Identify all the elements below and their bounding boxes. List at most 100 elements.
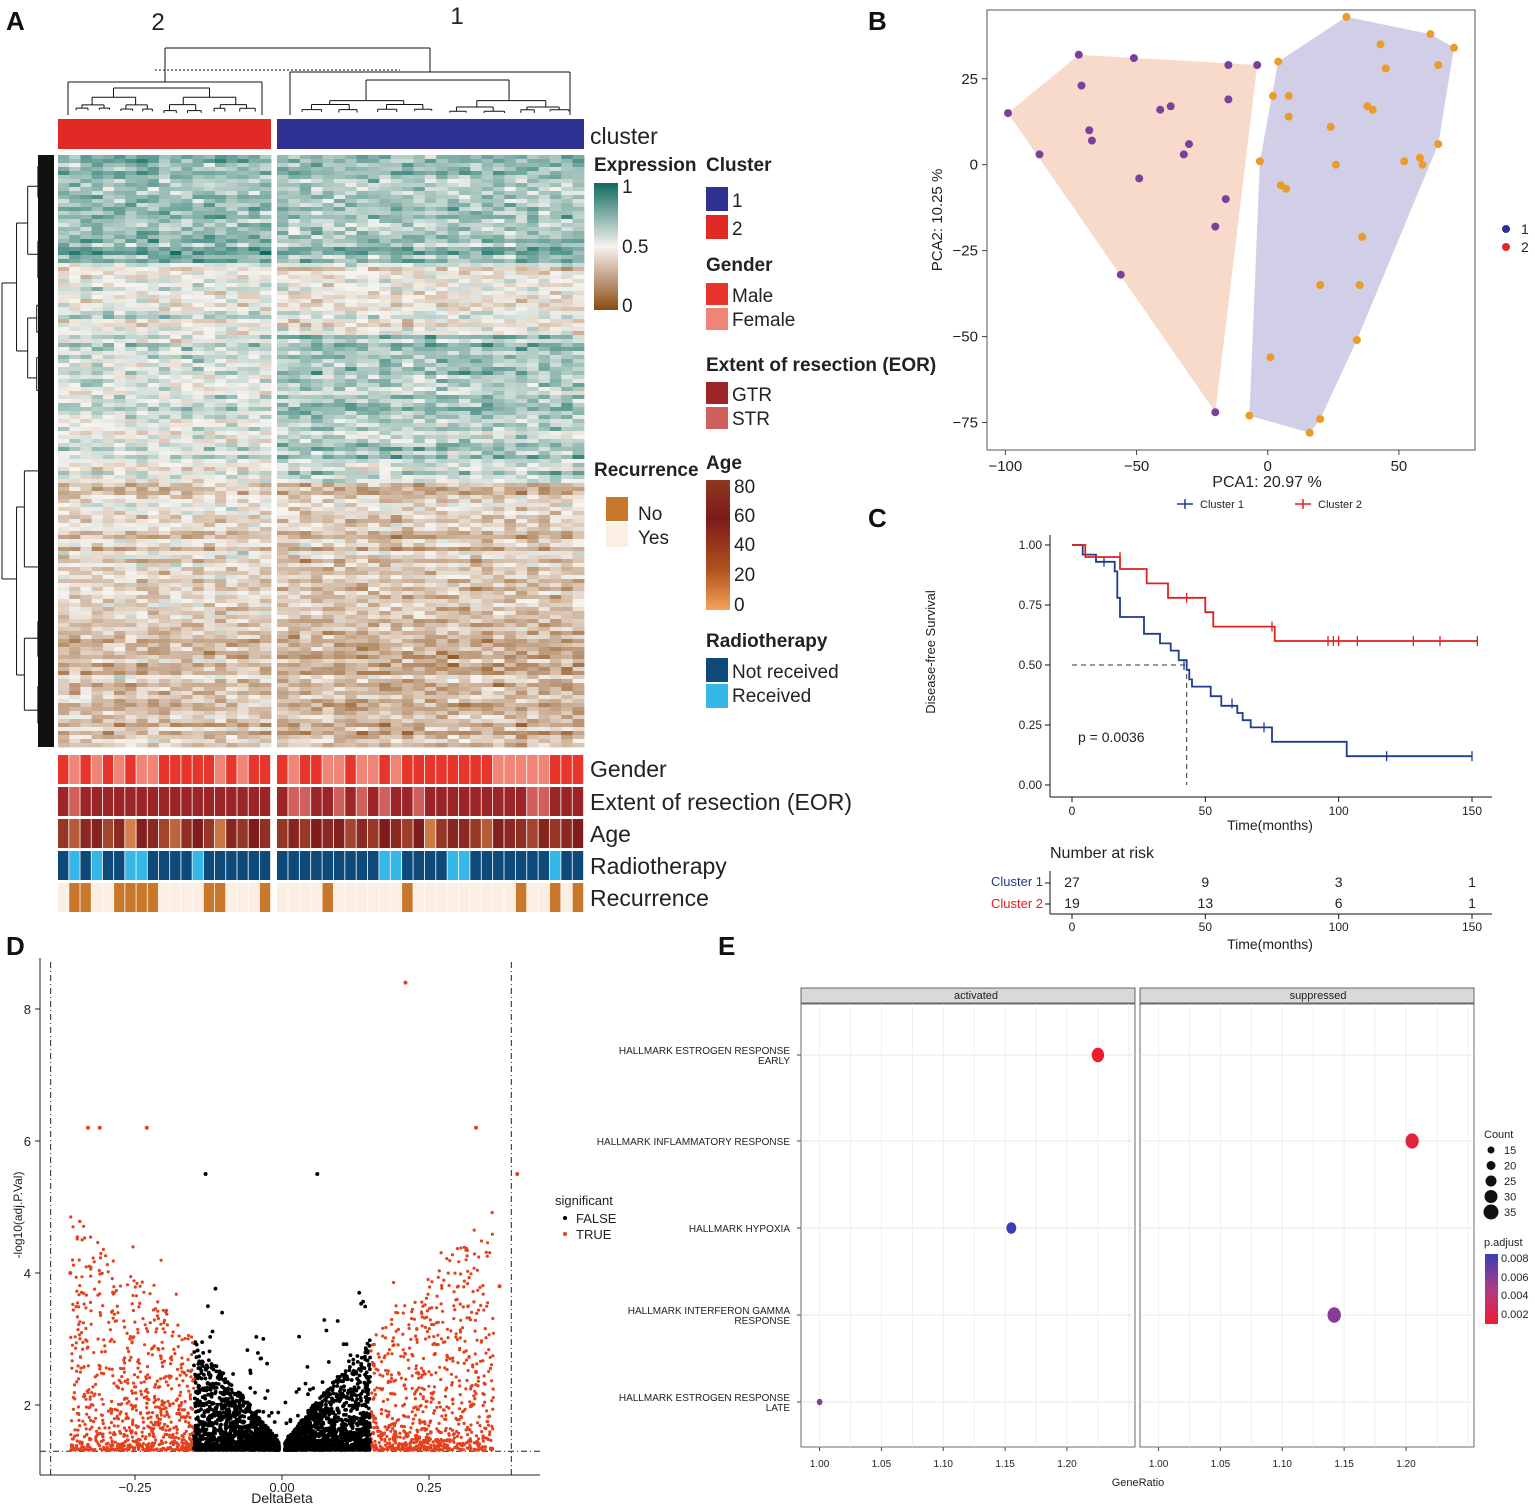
heatmap-cell — [58, 431, 70, 436]
heatmap-cell — [481, 175, 494, 180]
heatmap-cell — [458, 423, 471, 428]
heatmap-cell — [80, 223, 93, 228]
heatmap-cell — [470, 439, 483, 444]
heatmap-cell — [527, 251, 539, 256]
heatmap-cell — [470, 267, 483, 272]
heatmap-cell — [470, 427, 483, 432]
heatmap-cell — [311, 455, 323, 460]
heatmap-cell — [288, 451, 301, 456]
heatmap-cell — [80, 259, 93, 264]
heatmap-cell — [237, 243, 249, 248]
heatmap-cell — [527, 159, 539, 164]
heatmap-cell — [192, 223, 205, 228]
heatmap-cell — [356, 403, 369, 408]
heatmap-cell — [436, 339, 448, 344]
heatmap-cell — [356, 323, 369, 328]
heatmap-cell — [413, 347, 426, 352]
heatmap-cell — [333, 271, 346, 276]
heatmap-cell — [561, 367, 574, 372]
heatmap-cell — [114, 187, 126, 192]
heatmap-cell — [181, 407, 193, 412]
heatmap-cell — [192, 343, 205, 348]
heatmap-cell — [214, 483, 227, 488]
heatmap-cell — [549, 171, 562, 176]
heatmap-cell — [80, 499, 93, 504]
heatmap-cell — [288, 167, 301, 172]
heatmap-cell — [493, 479, 505, 484]
heatmap-cell — [288, 279, 301, 284]
heatmap-cell — [356, 243, 369, 248]
heatmap-cell — [58, 423, 70, 428]
heatmap-cell — [322, 331, 335, 336]
heatmap-cell — [299, 207, 312, 212]
heatmap-cell — [259, 363, 272, 368]
heatmap-cell — [447, 303, 460, 308]
heatmap-cell — [390, 275, 403, 280]
heatmap-cell — [345, 475, 357, 480]
heatmap-cell — [226, 239, 238, 244]
heatmap-cell — [515, 171, 528, 176]
heatmap-cell — [248, 487, 261, 492]
heatmap-cell — [458, 339, 471, 344]
heatmap-cell — [481, 291, 494, 296]
heatmap-cell — [333, 247, 346, 252]
heatmap-cell — [515, 331, 528, 336]
heatmap-cell — [493, 263, 505, 268]
heatmap-cell — [447, 479, 460, 484]
heatmap-cell — [481, 455, 494, 460]
heatmap-cell — [345, 399, 357, 404]
heatmap-cell — [80, 171, 93, 176]
heatmap-cell — [538, 163, 551, 168]
heatmap-cell — [158, 403, 171, 408]
heatmap-cell — [515, 351, 528, 356]
heatmap-cell — [288, 283, 301, 288]
heatmap-cell — [158, 199, 171, 204]
heatmap-cell — [114, 371, 126, 376]
heatmap-cell — [311, 191, 323, 196]
heatmap-cell — [447, 155, 460, 160]
heatmap-cell — [136, 279, 149, 284]
heatmap-cell — [345, 171, 357, 176]
heatmap-cell — [277, 299, 289, 304]
heatmap-cell — [69, 351, 81, 356]
heatmap-cell — [80, 487, 93, 492]
heatmap-cell — [493, 219, 505, 224]
heatmap-cell — [125, 291, 137, 296]
heatmap-cell — [114, 323, 126, 328]
heatmap-cell — [527, 315, 539, 320]
heatmap-cell — [424, 247, 437, 252]
heatmap-cell — [102, 335, 115, 340]
heatmap-cell — [170, 459, 182, 464]
heatmap-cell — [333, 355, 346, 360]
heatmap-cell — [69, 363, 81, 368]
heatmap-cell — [436, 235, 448, 240]
heatmap-cell — [214, 219, 227, 224]
heatmap-cell — [80, 315, 93, 320]
heatmap-cell — [424, 439, 437, 444]
heatmap-cell — [515, 487, 528, 492]
heatmap-cell — [345, 479, 357, 484]
heatmap-cell — [102, 403, 115, 408]
heatmap-cell — [379, 435, 392, 440]
heatmap-cell — [493, 295, 505, 300]
heatmap-cell — [424, 155, 437, 160]
heatmap-cell — [504, 251, 517, 256]
heatmap-cell — [203, 247, 216, 252]
heatmap-cell — [136, 451, 149, 456]
heatmap-cell — [493, 463, 505, 468]
heatmap-cell — [470, 243, 483, 248]
heatmap-cell — [390, 183, 403, 188]
heatmap-cell — [572, 171, 585, 176]
heatmap-cell — [367, 315, 380, 320]
heatmap-cell — [259, 423, 272, 428]
heatmap-cell — [390, 211, 403, 216]
heatmap-cell — [356, 287, 369, 292]
heatmap-cell — [424, 387, 437, 392]
heatmap-cell — [379, 331, 392, 336]
heatmap-cell — [58, 303, 70, 308]
heatmap-cell — [527, 195, 539, 200]
heatmap-cell — [147, 443, 160, 448]
heatmap-cell — [259, 415, 272, 420]
heatmap-cell — [470, 163, 483, 168]
heatmap-cell — [91, 379, 104, 384]
